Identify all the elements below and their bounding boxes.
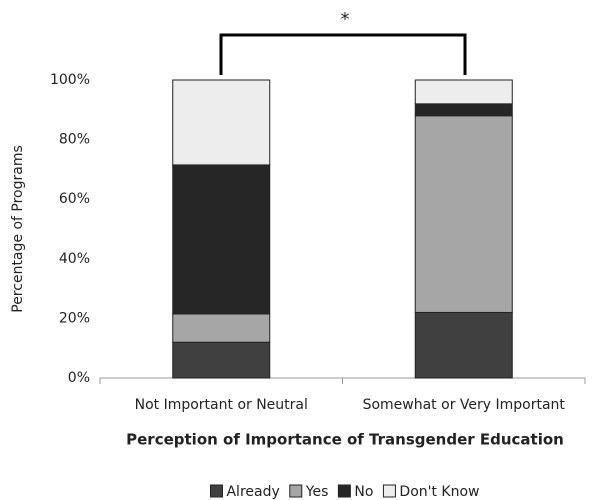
legend-label: No (354, 484, 373, 500)
legend-swatch (209, 484, 223, 498)
legend-label: Already (226, 484, 279, 500)
y-tick-label: 100% (50, 72, 90, 88)
y-tick-label: 40% (59, 251, 90, 267)
legend-label: Don't Know (399, 484, 479, 500)
legend-swatch (337, 484, 351, 498)
y-tick-label: 0% (68, 370, 90, 386)
legend-swatch (382, 484, 396, 498)
significance-bracket (219, 33, 467, 75)
annotation: * (341, 9, 350, 30)
bar-segment (172, 313, 271, 343)
bar-segment (414, 115, 513, 313)
bar-segment (414, 103, 513, 117)
x-tick-label: Somewhat or Very Important (363, 397, 566, 413)
bar-segment (172, 341, 271, 379)
bar-segment (414, 311, 513, 379)
bar-segment (414, 79, 513, 105)
bar-segment (172, 79, 271, 166)
y-tick-label: 60% (59, 191, 90, 207)
legend-swatch (289, 484, 303, 498)
y-tick-label: 80% (59, 132, 90, 148)
y-tick-label: 20% (59, 310, 90, 326)
x-axis-label: Perception of Importance of Transgender … (126, 431, 564, 449)
legend-label: Yes (305, 484, 329, 500)
x-tick-label: Not Important or Neutral (135, 397, 308, 413)
y-axis-label: Percentage of Programs (10, 145, 26, 313)
bar-segment (172, 164, 271, 315)
